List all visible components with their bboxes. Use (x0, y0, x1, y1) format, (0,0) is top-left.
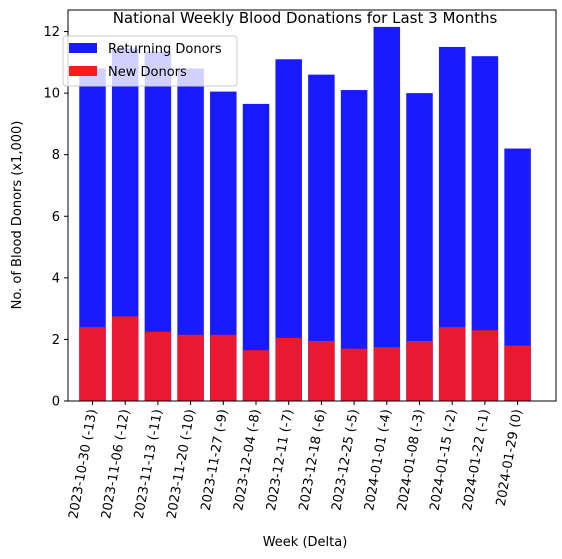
x-tick-label: 2023-11-27 (-9) (199, 408, 232, 512)
x-tick-label: 2024-01-01 (-4) (362, 408, 395, 512)
x-tick-label: 2023-12-18 (-6) (297, 408, 330, 512)
y-ticks: 0 2 4 6 8 10 12 (43, 25, 68, 410)
y-tick-label: 6 (52, 210, 60, 225)
x-tick-label: 2023-11-06 (-12) (99, 408, 133, 520)
y-tick-label: 2 (52, 333, 60, 348)
x-tick-label: 2024-01-08 (-3) (395, 408, 428, 512)
legend-label-new: New Donors (108, 65, 187, 80)
legend: Returning Donors New Donors (62, 35, 238, 87)
bar-new-12 (471, 330, 499, 401)
bar-new-6 (275, 337, 302, 401)
bar-new-0 (79, 327, 106, 401)
x-tick-label: 2023-10-30 (-13) (66, 408, 100, 520)
bar-new-2 (144, 331, 172, 401)
bar-new-11 (438, 327, 466, 401)
plot-frame (67, 9, 557, 402)
y-tick-label: 0 (52, 395, 60, 410)
chart-title: National Weekly Blood Donations for Last… (113, 9, 498, 27)
x-tick-label: 2023-11-20 (-10) (164, 408, 198, 520)
bar-new-13 (504, 345, 531, 401)
bar-new-9 (373, 347, 401, 401)
bar-returning-9 (373, 26, 401, 402)
x-tick-label: 2023-12-04 (-8) (231, 408, 264, 512)
x-axis-label: Week (Delta) (263, 535, 348, 550)
x-tick-label: 2023-12-25 (-5) (329, 408, 362, 512)
x-ticks: 2023-10-30 (-13)2023-11-06 (-12)2023-11-… (66, 401, 526, 520)
y-tick-label: 12 (43, 25, 60, 40)
x-tick-label: 2024-01-22 (-1) (460, 408, 493, 512)
x-tick-label: 2024-01-29 (0) (494, 408, 526, 507)
bar-new-10 (406, 340, 433, 401)
bar-new-8 (340, 348, 368, 401)
x-tick-label: 2024-01-15 (-2) (428, 408, 461, 512)
y-axis-label: No. of Blood Donors (x1,000) (10, 121, 25, 310)
legend-swatch-new (69, 66, 97, 76)
legend-box (62, 35, 238, 87)
y-tick-label: 8 (52, 148, 60, 163)
bar-new-5 (242, 350, 270, 401)
x-tick-label: 2023-12-11 (-7) (264, 408, 297, 512)
legend-label-returning: Returning Donors (108, 42, 222, 57)
bar-new-7 (308, 340, 335, 401)
y-tick-label: 4 (52, 271, 60, 286)
bar-new-4 (210, 334, 237, 401)
x-tick-label: 2023-11-13 (-11) (132, 408, 166, 520)
bar-new-1 (111, 316, 139, 401)
bars-new (79, 316, 531, 401)
y-tick-label: 10 (43, 87, 60, 102)
bar-new-3 (177, 334, 204, 401)
legend-swatch-returning (69, 43, 97, 53)
